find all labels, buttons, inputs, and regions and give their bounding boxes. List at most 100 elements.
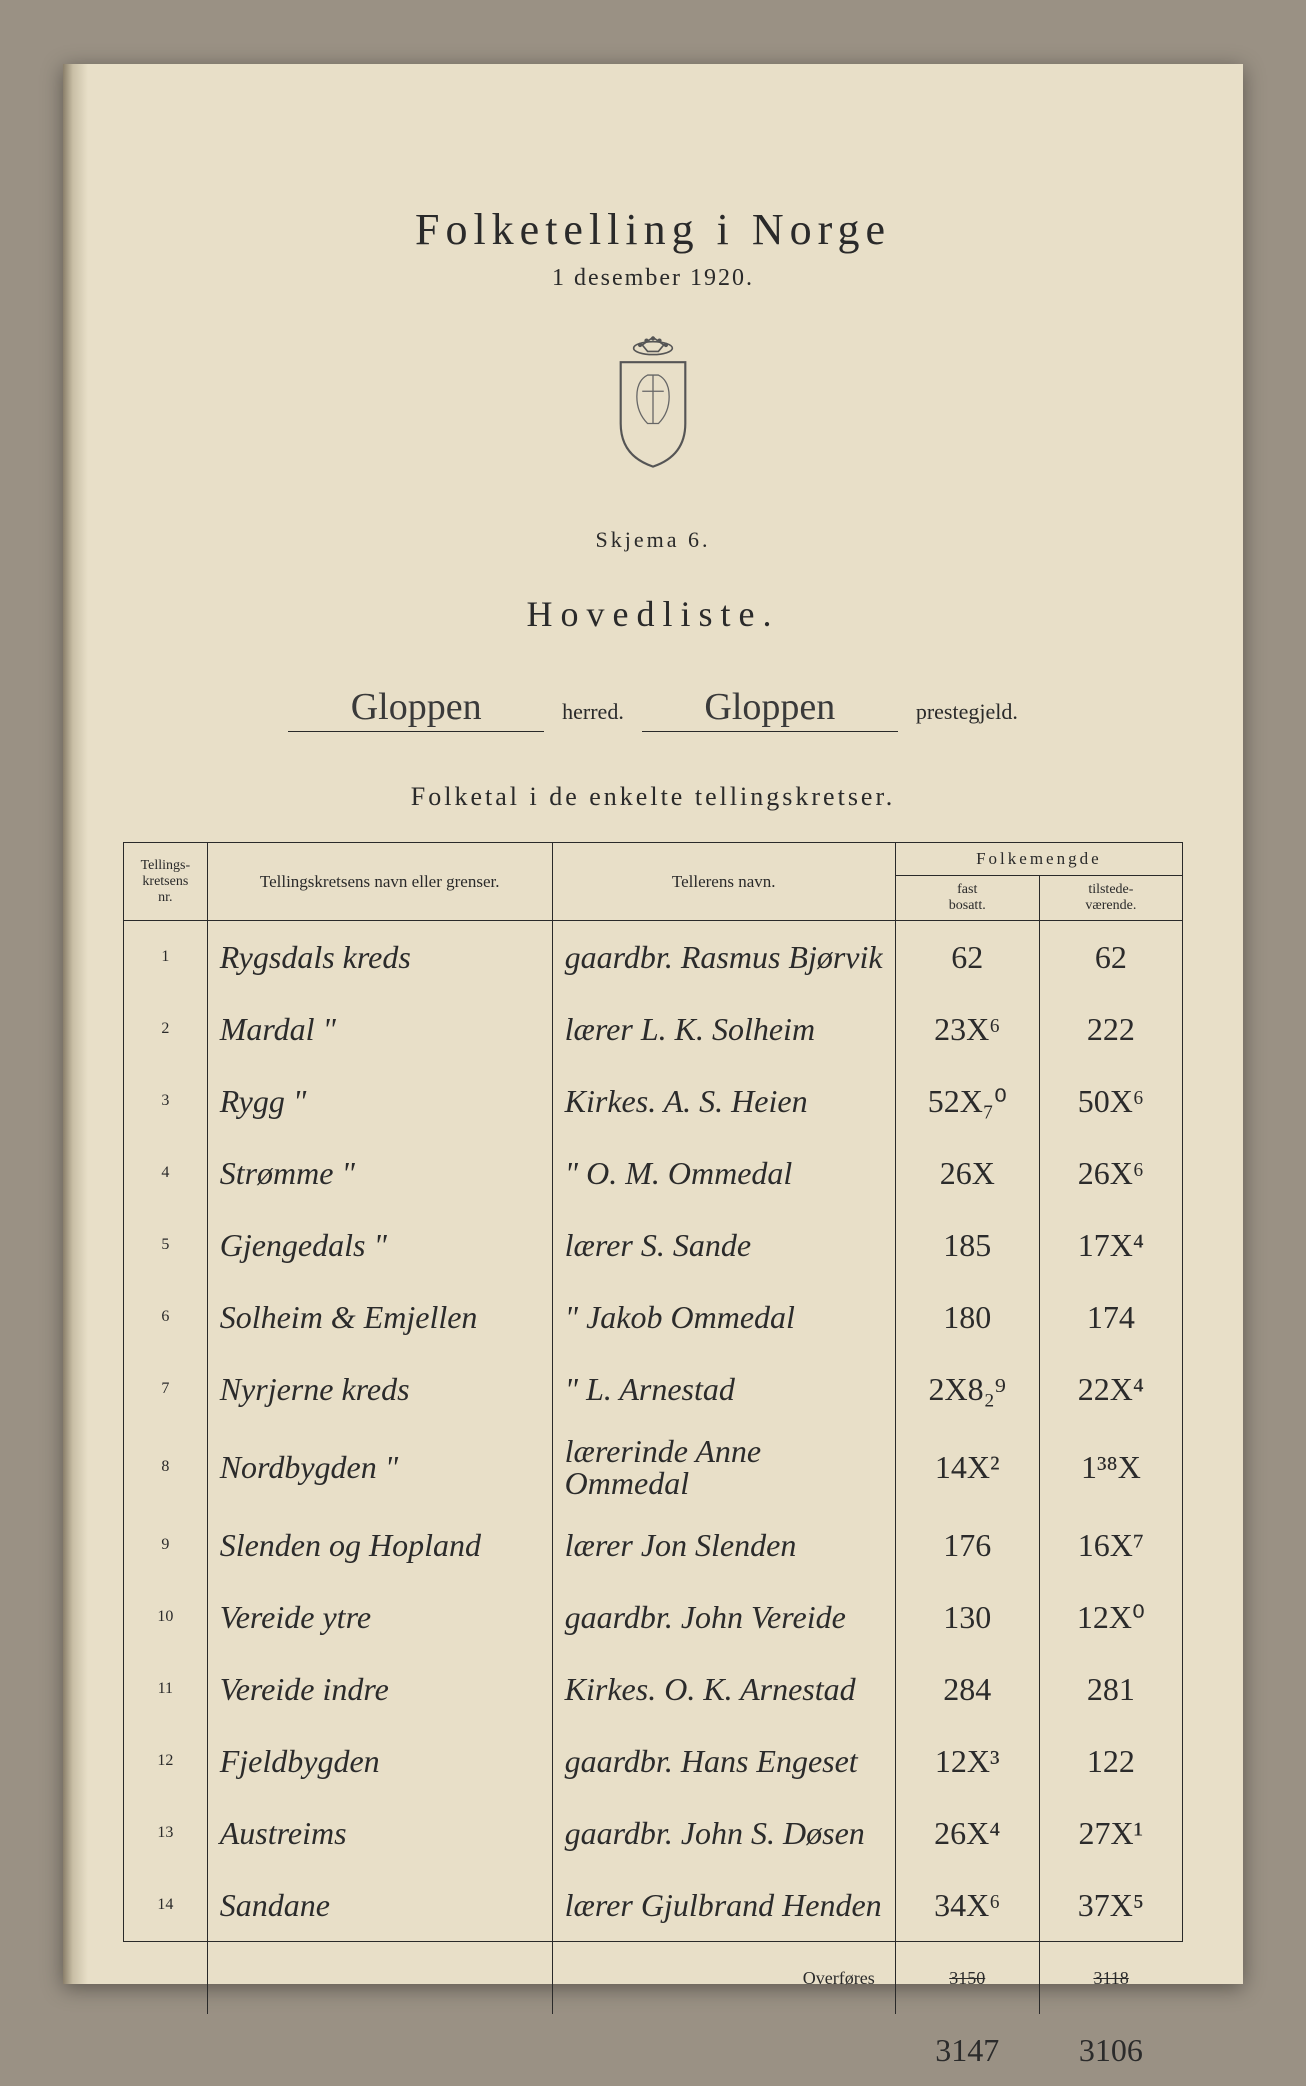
row-teller: Kirkes. O. K. Arnestad [552,1653,895,1725]
row-name: Sandane [207,1869,552,1942]
overfores-below-fast: 3147 [895,2014,1039,2086]
row-nr: 6 [124,1281,208,1353]
row-name: Nyrjerne kreds [207,1353,552,1425]
col-teller: Tellerens navn. [552,843,895,921]
row-nr: 5 [124,1209,208,1281]
row-teller: lærer Jon Slenden [552,1509,895,1581]
row-nr: 11 [124,1653,208,1725]
row-nr: 1 [124,921,208,994]
row-teller: " O. M. Ommedal [552,1137,895,1209]
row-tilstede: 37X⁵ [1039,1869,1182,1942]
row-teller: Kirkes. A. S. Heien [552,1065,895,1137]
row-name: Nordbygden " [207,1425,552,1509]
herred-label: herred. [562,699,624,725]
col-fast: fast bosatt. [895,876,1039,921]
row-name: Solheim & Emjellen [207,1281,552,1353]
row-teller: gaardbr. John S. Døsen [552,1797,895,1869]
row-teller: lærer S. Sande [552,1209,895,1281]
census-table: Tellings- kretsens nr. Tellingskretsens … [123,842,1183,2086]
row-tilstede: 122 [1039,1725,1182,1797]
row-name: Vereide indre [207,1653,552,1725]
table-row: 7Nyrjerne kreds" L. Arnestad2X8₂⁹22X⁴ [124,1353,1183,1425]
row-fast: 26X [895,1137,1039,1209]
row-nr: 10 [124,1581,208,1653]
prestegjeld-value: Gloppen [642,685,898,732]
hovedliste-heading: Hovedliste. [123,593,1183,635]
overfores-below-tilstede: 3106 [1039,2014,1182,2086]
col-nr: Tellings- kretsens nr. [124,843,208,921]
table-row: 5Gjengedals "lærer S. Sande18517X⁴ [124,1209,1183,1281]
row-teller: " L. Arnestad [552,1353,895,1425]
overfores-label: Overføres [552,1942,895,2015]
table-row: 12Fjeldbygdengaardbr. Hans Engeset12X³12… [124,1725,1183,1797]
table-row: 2Mardal "lærer L. K. Solheim23X⁶222 [124,993,1183,1065]
overfores-fast: 3150 [895,1942,1039,2015]
row-nr: 14 [124,1869,208,1942]
row-name: Gjengedals " [207,1209,552,1281]
row-name: Vereide ytre [207,1581,552,1653]
row-tilstede: 50X⁶ [1039,1065,1182,1137]
row-tilstede: 174 [1039,1281,1182,1353]
skjema-label: Skjema 6. [123,527,1183,553]
row-fast: 62 [895,921,1039,994]
row-fast: 12X³ [895,1725,1039,1797]
row-name: Rygg " [207,1065,552,1137]
coat-of-arms-icon [123,332,1183,477]
date-line: 1 desember 1920. [123,265,1183,292]
row-fast: 34X⁶ [895,1869,1039,1942]
table-row: 8Nordbygden "lærerinde Anne Ommedal14X²1… [124,1425,1183,1509]
row-nr: 9 [124,1509,208,1581]
row-fast: 176 [895,1509,1039,1581]
row-nr: 3 [124,1065,208,1137]
row-teller: lærerinde Anne Ommedal [552,1425,895,1509]
row-teller: gaardbr. John Vereide [552,1581,895,1653]
row-tilstede: 17X⁴ [1039,1209,1182,1281]
table-row: 13Austreimsgaardbr. John S. Døsen26X⁴27X… [124,1797,1183,1869]
page-title: Folketelling i Norge [123,204,1183,255]
table-row: 1Rygsdals kredsgaardbr. Rasmus Bjørvik62… [124,921,1183,994]
row-teller: lærer L. K. Solheim [552,993,895,1065]
row-tilstede: 62 [1039,921,1182,994]
row-fast: 23X⁶ [895,993,1039,1065]
row-tilstede: 281 [1039,1653,1182,1725]
row-tilstede: 22X⁴ [1039,1353,1182,1425]
table-row: 6Solheim & Emjellen" Jakob Ommedal180174 [124,1281,1183,1353]
row-tilstede: 27X¹ [1039,1797,1182,1869]
row-fast: 2X8₂⁹ [895,1353,1039,1425]
col-tilstede: tilstede- værende. [1039,876,1182,921]
row-fast: 185 [895,1209,1039,1281]
row-fast: 26X⁴ [895,1797,1039,1869]
row-tilstede: 1³⁸X [1039,1425,1182,1509]
row-nr: 4 [124,1137,208,1209]
row-name: Mardal " [207,993,552,1065]
table-row: 11Vereide indreKirkes. O. K. Arnestad284… [124,1653,1183,1725]
table-row: 4Strømme "" O. M. Ommedal26X26X⁶ [124,1137,1183,1209]
row-tilstede: 222 [1039,993,1182,1065]
row-tilstede: 16X⁷ [1039,1509,1182,1581]
row-name: Slenden og Hopland [207,1509,552,1581]
prestegjeld-label: prestegjeld. [916,699,1018,725]
row-fast: 52X₇⁰ [895,1065,1039,1137]
row-nr: 12 [124,1725,208,1797]
table-row: 10Vereide ytregaardbr. John Vereide13012… [124,1581,1183,1653]
row-teller: gaardbr. Hans Engeset [552,1725,895,1797]
row-teller: lærer Gjulbrand Henden [552,1869,895,1942]
row-name: Fjeldbygden [207,1725,552,1797]
row-teller: gaardbr. Rasmus Bjørvik [552,921,895,994]
row-nr: 8 [124,1425,208,1509]
row-teller: " Jakob Ommedal [552,1281,895,1353]
row-nr: 7 [124,1353,208,1425]
section-header: Folketal i de enkelte tellingskretser. [123,782,1183,812]
row-nr: 2 [124,993,208,1065]
row-name: Strømme " [207,1137,552,1209]
table-row: 3Rygg "Kirkes. A. S. Heien52X₇⁰50X⁶ [124,1065,1183,1137]
herred-value: Gloppen [288,685,544,732]
table-row: 9Slenden og Hoplandlærer Jon Slenden1761… [124,1509,1183,1581]
row-fast: 180 [895,1281,1039,1353]
row-nr: 13 [124,1797,208,1869]
row-fast: 14X² [895,1425,1039,1509]
row-tilstede: 12X⁰ [1039,1581,1182,1653]
row-fast: 284 [895,1653,1039,1725]
table-row: 14Sandanelærer Gjulbrand Henden34X⁶37X⁵ [124,1869,1183,1942]
row-fast: 130 [895,1581,1039,1653]
